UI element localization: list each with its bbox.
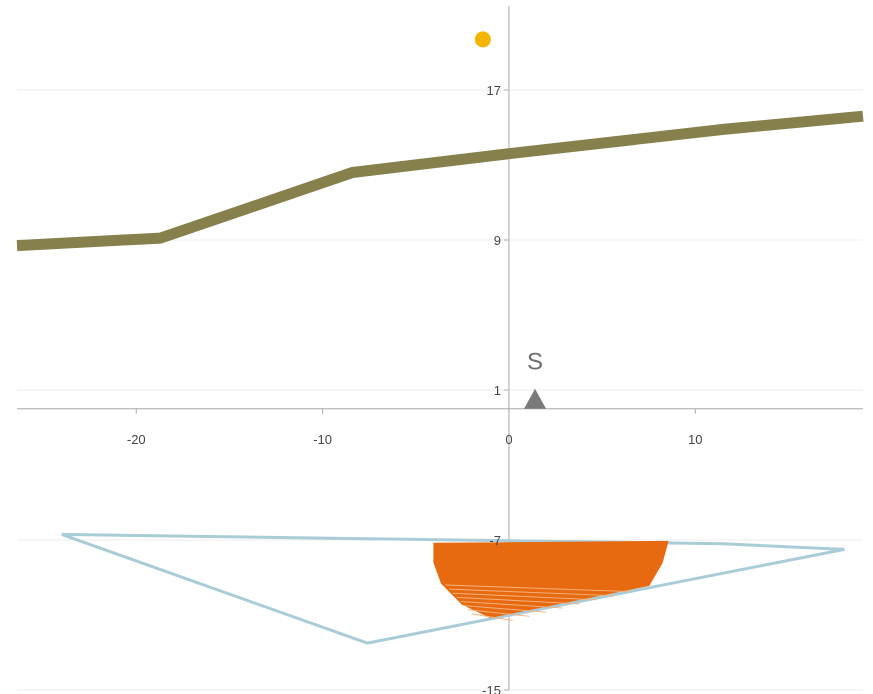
y-tick-label: 1	[494, 383, 501, 398]
scatter-point	[474, 31, 491, 48]
label-layer: -20 -10 0 10 17 9 1 -7 -15 S	[127, 83, 703, 694]
hatch-line	[464, 605, 547, 613]
profile-line	[16, 110, 864, 252]
annotation-label: S	[527, 348, 543, 375]
y-tick-label: -15	[482, 683, 501, 694]
x-tick-label: -10	[313, 432, 332, 447]
outline-polygon	[61, 532, 845, 645]
hatch-line	[467, 609, 530, 617]
hatch-line	[456, 596, 580, 605]
axis-layer	[17, 6, 863, 691]
hatch-line	[445, 584, 631, 593]
x-tick-label: 10	[688, 432, 702, 447]
triangle-marker	[524, 388, 547, 409]
hatch-line	[460, 601, 564, 609]
filled-region-hatch	[445, 584, 631, 621]
grid-layer	[17, 89, 863, 691]
y-tick-label: -7	[489, 533, 501, 548]
y-tick-label: 17	[486, 83, 500, 98]
hatch-line	[471, 613, 513, 621]
y-tick-label: 9	[494, 233, 501, 248]
data-layer	[16, 31, 864, 645]
x-tick-label: 0	[505, 432, 512, 447]
x-tick-label: -20	[127, 432, 146, 447]
hatch-line	[453, 592, 597, 601]
hatch-line	[449, 588, 614, 597]
